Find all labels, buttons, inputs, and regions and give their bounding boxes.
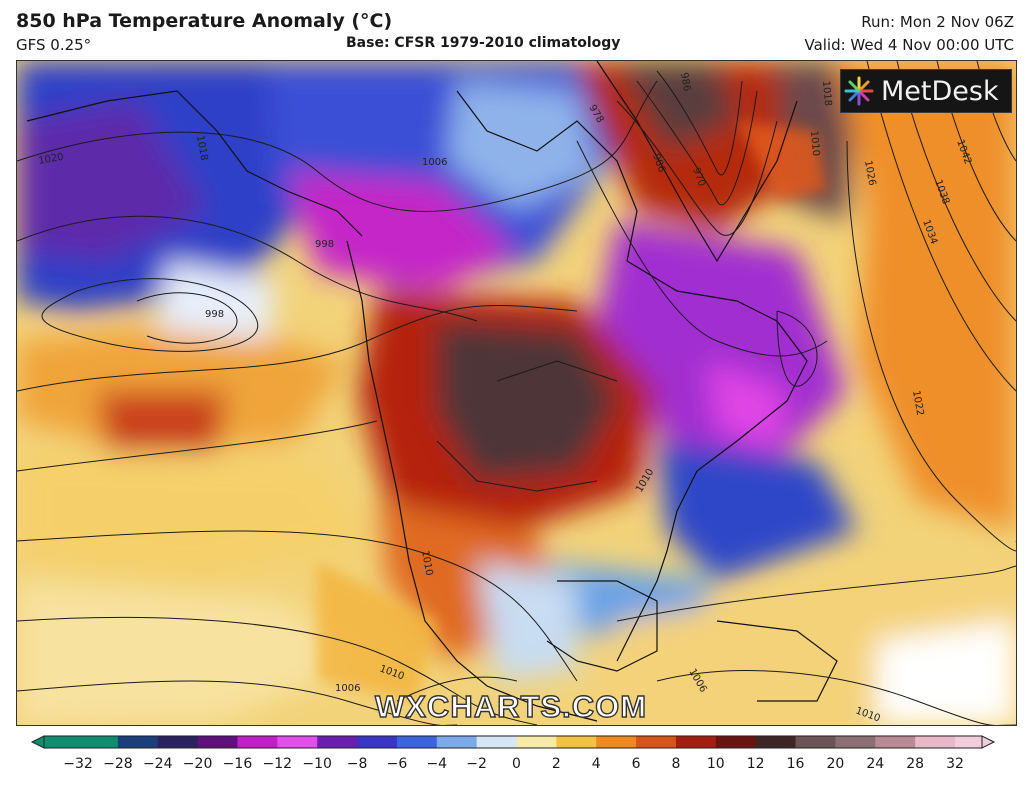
isobar-label: 998 <box>315 239 334 250</box>
model-label: GFS 0.25° <box>16 36 92 54</box>
colorbar-segment <box>516 736 557 748</box>
colorbar-tick-label: 16 <box>786 756 805 772</box>
run-time-label: Run: Mon 2 Nov 06Z <box>861 13 1014 31</box>
colorbar-segment <box>556 736 597 748</box>
colorbar-segment <box>78 736 119 748</box>
metdesk-burst-icon <box>844 76 874 106</box>
colorbar-segment <box>476 736 517 748</box>
colorbar-tick-label: −32 <box>63 756 93 772</box>
colorbar-segment <box>675 736 717 748</box>
colorbar-segment <box>915 736 956 748</box>
colorbar-tick-label: 12 <box>746 756 765 772</box>
colorbar-tick-label: −4 <box>426 756 448 772</box>
isobar-label: 986 <box>678 72 692 93</box>
colorbar-segment <box>835 736 876 748</box>
colorbar-tick-label: −8 <box>346 756 368 772</box>
colorbar-segment <box>875 736 916 748</box>
isobar-label: 1026 <box>862 160 877 187</box>
colorbar-segment <box>357 736 398 748</box>
colorbar-tick-label: 20 <box>826 756 845 772</box>
colorbar-tick-label: 6 <box>631 756 641 772</box>
isobar-labels: 1018 1020 1006 998 998 1010 1010 1010 10… <box>38 72 974 725</box>
logo-text: MetDesk <box>881 75 999 107</box>
colorbar-tick-label: −28 <box>103 756 133 772</box>
anomaly-map: 1018 1020 1006 998 998 1010 1010 1010 10… <box>16 60 1017 726</box>
colorbar-max-arrow <box>981 735 996 749</box>
colorbar-segment <box>596 736 637 748</box>
colorbar-tick-label: −16 <box>222 756 253 772</box>
colorbar-tick-label: −6 <box>386 756 408 772</box>
chart-title: 850 hPa Temperature Anomaly (°C) <box>16 10 393 32</box>
isobar-label: 1018 <box>194 135 209 162</box>
colorbar-segment <box>44 736 78 748</box>
colorbar-tick-label: 2 <box>551 756 561 772</box>
colorbar-tick-label: 24 <box>866 756 885 772</box>
colorbar-tick-label: 10 <box>706 756 725 772</box>
colorbar-tick-label: −20 <box>182 756 213 772</box>
colorbar-segment <box>795 736 836 748</box>
wxcharts-watermark: WXCHARTS.COM <box>374 688 648 724</box>
colorbar-segment <box>317 736 358 748</box>
isobar-label: 998 <box>205 309 224 320</box>
colorbar-tick-label: −12 <box>262 756 293 772</box>
colorbar-tick-label: 0 <box>512 756 521 772</box>
colorbar-tick-label: 8 <box>671 756 681 772</box>
isobar-label: 1010 <box>419 550 434 577</box>
isobar-label: 1020 <box>38 152 65 167</box>
colorbar-tick-label: 28 <box>906 756 925 772</box>
colorbar-segment <box>755 736 797 748</box>
isobar-label: 1006 <box>335 683 360 694</box>
map-canvas: 1018 1020 1006 998 998 1010 1010 1010 10… <box>17 61 1016 725</box>
colorbar-segment <box>197 736 238 748</box>
anomaly-field <box>17 61 1016 725</box>
colorbar-tick-label: 4 <box>591 756 601 772</box>
valid-time-label: Valid: Wed 4 Nov 00:00 UTC <box>804 36 1014 54</box>
isobar-label: 1010 <box>808 130 821 156</box>
colorbar-segment <box>955 736 982 748</box>
colorbar-segment <box>715 736 757 748</box>
colorbar-segment <box>237 736 278 748</box>
coastlines <box>26 61 838 722</box>
climatology-base-label: Base: CFSR 1979-2010 climatology <box>346 35 621 51</box>
isobar-label: 1022 <box>910 390 925 417</box>
colorbar <box>30 735 996 749</box>
colorbar-tick-label: −10 <box>302 756 332 772</box>
colorbar-segment <box>277 736 318 748</box>
colorbar-tick-label: 32 <box>946 756 964 772</box>
colorbar-segment <box>436 736 478 748</box>
isobar-label: 1018 <box>820 80 833 106</box>
metdesk-logo: MetDesk <box>840 69 1012 113</box>
isobar-label: 1006 <box>422 157 447 168</box>
colorbar-tick-label: −24 <box>142 756 173 772</box>
colorbar-segment <box>396 736 438 748</box>
colorbar-segment <box>157 736 199 748</box>
colorbar-segment <box>636 736 677 748</box>
colorbar-tick-label: −2 <box>466 756 487 772</box>
colorbar-segment <box>117 736 159 748</box>
colorbar-min-arrow <box>30 735 45 749</box>
